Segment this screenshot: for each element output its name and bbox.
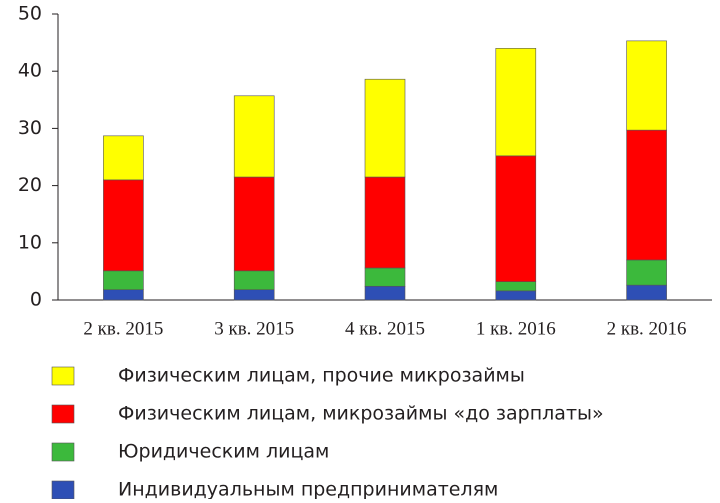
bar-segment <box>626 284 667 301</box>
legend-label: Физическим лицам, прочие микрозаймы <box>118 365 525 387</box>
bar-segment <box>626 129 667 261</box>
x-tick-label: 2 кв. 2015 <box>83 318 163 339</box>
x-tick-label: 3 кв. 2015 <box>214 318 294 339</box>
bar-segment <box>626 40 667 131</box>
bar-segment <box>626 259 667 286</box>
bar-segment <box>495 281 537 292</box>
bar-segment <box>233 289 275 301</box>
bar-segment <box>364 267 406 287</box>
y-tick-label: 50 <box>18 3 42 25</box>
y-tick-label: 30 <box>18 117 42 139</box>
y-tick-label: 10 <box>18 231 42 253</box>
bar-segment <box>364 176 406 269</box>
x-tick-label: 2 кв. 2016 <box>607 318 687 339</box>
legend-label: Юридическим лицам <box>118 441 329 463</box>
bar-segment <box>103 179 144 272</box>
bar-segment <box>233 270 275 291</box>
legend-swatch <box>51 366 75 386</box>
bar-segment <box>495 290 537 301</box>
bar-segment <box>364 285 406 301</box>
legend-swatch <box>51 442 75 462</box>
legend-label: Индивидуальным предпринимателям <box>118 479 498 500</box>
bar-segment <box>103 135 144 181</box>
bar-segment <box>495 155 537 282</box>
bar-segment <box>364 78 406 178</box>
legend-swatch <box>51 404 75 424</box>
bar-segment <box>233 176 275 272</box>
bar-segment <box>233 95 275 178</box>
x-tick-label: 1 кв. 2016 <box>476 318 556 339</box>
y-tick-label: 40 <box>18 60 42 82</box>
legend-swatch <box>51 480 75 500</box>
x-tick-label: 4 кв. 2015 <box>345 318 425 339</box>
y-tick-label: 0 <box>30 289 42 311</box>
bar-segment <box>103 270 144 291</box>
y-tick-label: 20 <box>18 174 42 196</box>
legend-label: Физическим лицам, микрозаймы «до зарплат… <box>118 403 604 425</box>
bar-segment <box>103 289 144 301</box>
bar-segment <box>495 48 537 157</box>
